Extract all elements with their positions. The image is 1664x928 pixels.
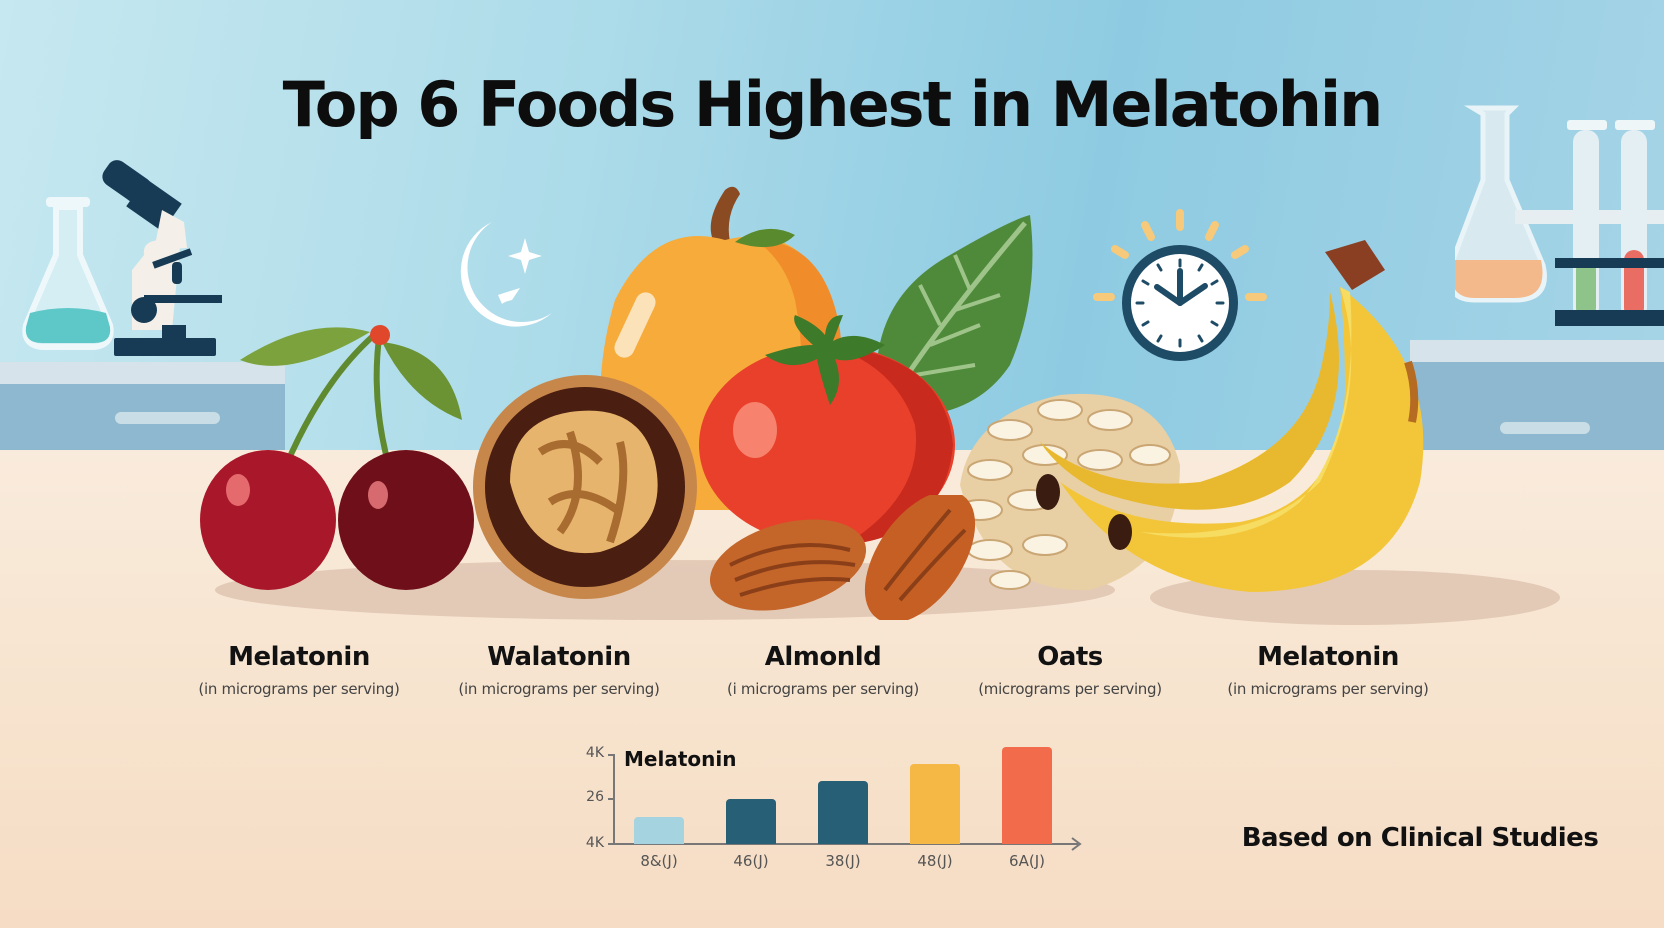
food-label-2: Walatonin	[487, 642, 631, 672]
food-label-3: Almonld	[764, 642, 882, 672]
x-tick-4: 48(J)	[917, 852, 953, 870]
x-tick-3: 38(J)	[825, 852, 861, 870]
moon-star-icon	[460, 222, 552, 327]
lab-cabinet-right	[1410, 362, 1664, 450]
food-label-5: Melatonin	[1257, 642, 1399, 672]
footer-note: Based on Clinical Studies	[1241, 823, 1599, 853]
food-label-1: Melatonin	[228, 642, 370, 672]
x-tick-2: 46(J)	[733, 852, 769, 870]
x-axis	[608, 843, 1078, 845]
x-tick-1: 8&(J)	[640, 852, 678, 870]
tomato-icon	[699, 315, 955, 545]
bar-2	[726, 799, 776, 844]
food-subtitle-5: (in micrograms per serving)	[1227, 680, 1429, 698]
clock-icon	[1093, 209, 1267, 361]
y-tick-top: 4K	[585, 745, 604, 761]
bar-4	[910, 764, 960, 844]
x-tick-5: 6A(J)	[1009, 852, 1045, 870]
lab-cabinet-left	[0, 384, 285, 450]
food-subtitle-3: (i micrograms per serving)	[727, 680, 919, 698]
microscope-icon	[102, 160, 222, 356]
bar-1	[634, 817, 684, 844]
lab-counter-left	[0, 362, 285, 384]
food-subtitle-2: (in micrograms per serving)	[458, 680, 660, 698]
chart-title: Melatonin	[624, 747, 737, 771]
food-subtitle-4: (micrograms per serving)	[978, 680, 1162, 698]
bar-5	[1002, 747, 1052, 844]
page-title: Top 6 Foods Highest in Melatohin	[282, 68, 1384, 141]
banana-icon	[1036, 240, 1424, 592]
y-tick-mid: 26	[586, 789, 604, 805]
walnut-icon	[473, 375, 697, 599]
y-axis-tick	[608, 798, 615, 800]
melatonin-bar-chart: 4K 26 4K Melatonin 8&(J) 46(J) 38(J) 48(…	[570, 740, 1090, 880]
cherries-icon	[200, 325, 474, 590]
x-axis-arrow-icon	[1071, 837, 1082, 851]
y-axis-tick	[608, 754, 615, 756]
almonds-icon	[710, 495, 976, 620]
flask-icon	[22, 197, 114, 350]
test-tubes-icon	[1455, 105, 1664, 326]
lab-counter-right	[1410, 340, 1664, 362]
y-tick-bottom: 4K	[585, 835, 604, 851]
bar-3	[818, 781, 868, 844]
food-subtitle-1: (in micrograms per serving)	[198, 680, 400, 698]
food-label-4: Oats	[1037, 642, 1103, 672]
